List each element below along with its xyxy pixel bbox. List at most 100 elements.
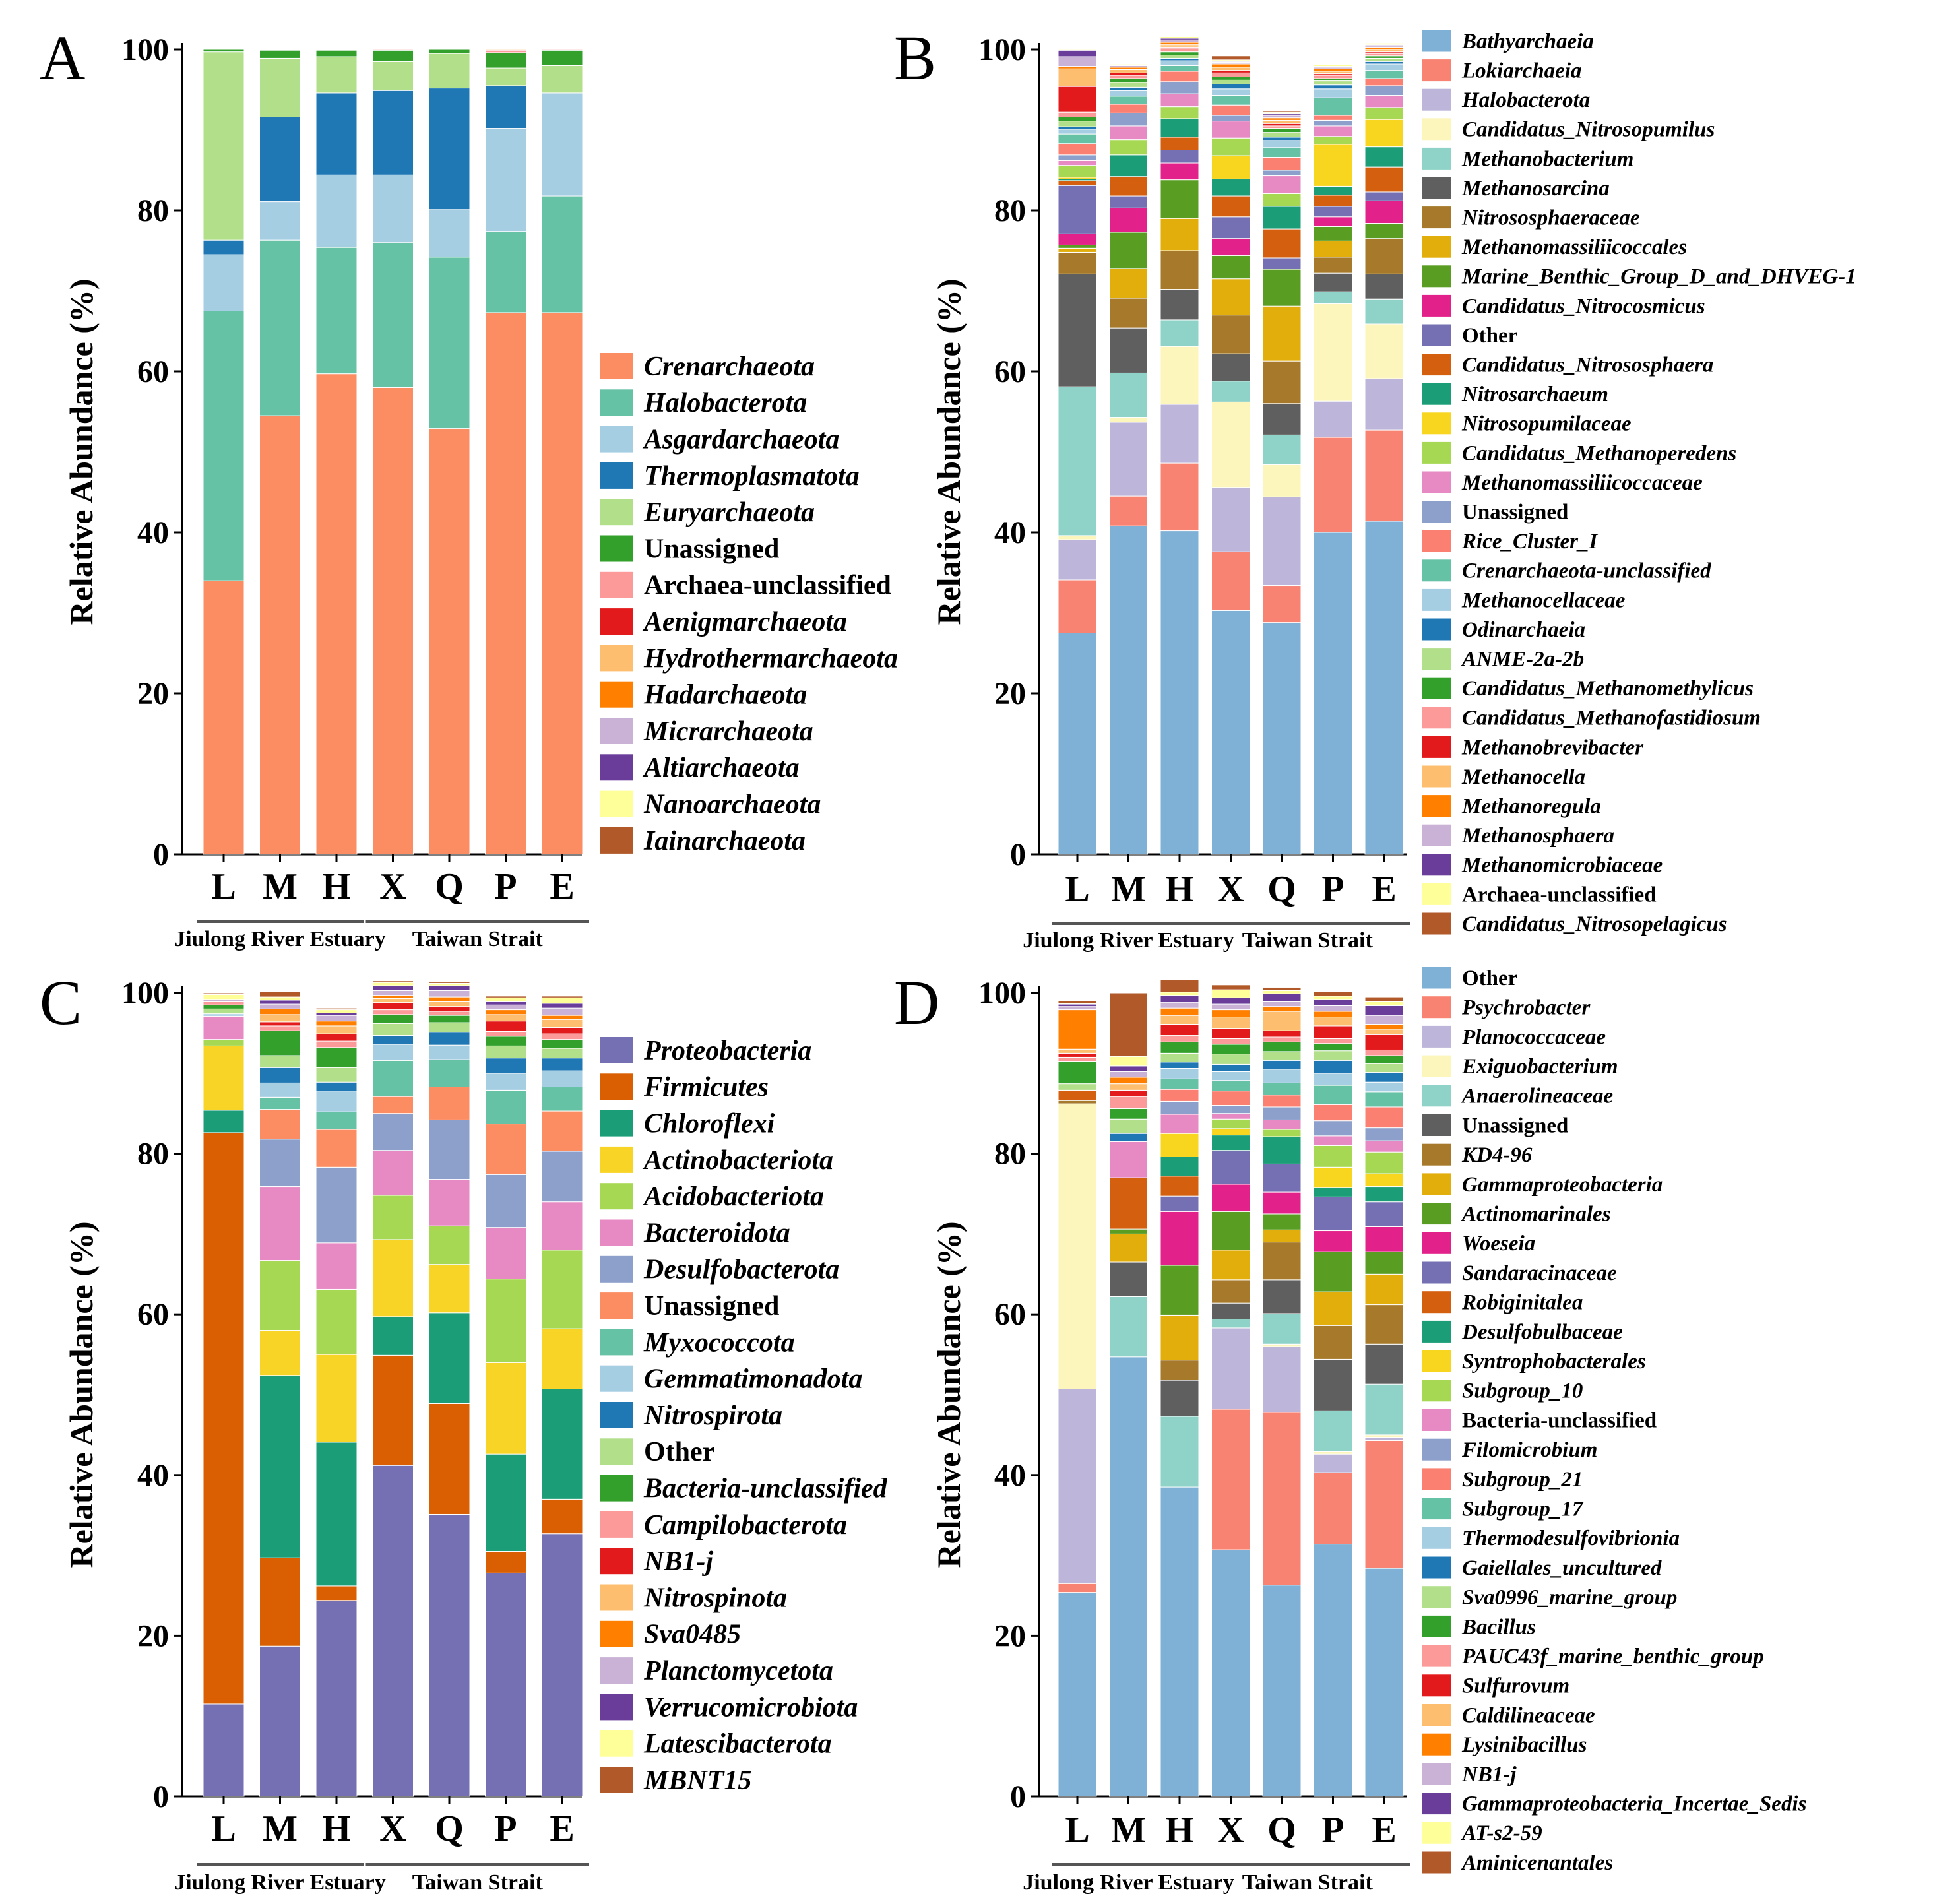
legend-swatch <box>1422 707 1451 729</box>
bar-segment <box>1262 403 1302 435</box>
bar-segment <box>1211 610 1250 855</box>
legend-swatch <box>600 645 633 672</box>
bar-segment <box>1262 1136 1302 1164</box>
bar-segment <box>1160 150 1199 164</box>
legend-swatch <box>1422 501 1451 523</box>
bar-segment <box>1211 381 1250 402</box>
bar-segment <box>259 996 301 1001</box>
bar-segment <box>1109 139 1148 156</box>
bar-segment <box>203 994 245 1000</box>
legend-swatch <box>1422 383 1451 405</box>
bar-segment <box>1160 1089 1199 1102</box>
bar-segment <box>1109 1089 1148 1097</box>
y-tick-label: 0 <box>153 837 169 872</box>
bar-segment <box>1364 1055 1404 1064</box>
y-tick-label: 60 <box>994 354 1026 389</box>
bar-stack-E <box>541 996 583 1797</box>
legend-swatch <box>1422 1114 1451 1136</box>
bar-segment <box>259 1375 301 1558</box>
bar-segment <box>1314 291 1352 305</box>
bar-segment <box>1364 49 1404 53</box>
bar-segment <box>428 1044 470 1060</box>
legend-label: ANME-2a-2b <box>1461 647 1584 671</box>
bar-segment <box>485 1073 526 1091</box>
bar-segment <box>1058 579 1097 633</box>
bar-segment <box>1109 1108 1148 1120</box>
legend-label: Bacteria-unclassified <box>643 1473 888 1504</box>
legend-swatch <box>600 1073 633 1100</box>
legend-label: Latescibacterota <box>643 1729 832 1760</box>
bar-segment <box>1364 1151 1404 1174</box>
bar-stack-H <box>1160 36 1199 855</box>
bar-segment <box>1058 633 1097 855</box>
bar-segment <box>428 990 470 998</box>
legend-label: Altiarchaeota <box>642 753 800 783</box>
legend-label: Archaea-unclassified <box>644 571 891 601</box>
bar-segment <box>1262 993 1302 1002</box>
bar-segment <box>203 1004 245 1009</box>
panel-B: B Relative Abundance (%) 0 20 40 60 80 100 L M H X Q… <box>894 22 1856 953</box>
bar-segment <box>259 1109 301 1140</box>
bar-segment <box>1262 1119 1302 1130</box>
bar-segment <box>315 1129 358 1168</box>
bar-segment <box>1058 165 1097 178</box>
bar-segment <box>1364 55 1404 59</box>
bar-segment <box>1109 1083 1148 1091</box>
group-label: Taiwan Strait <box>412 927 544 951</box>
y-tick-label: 40 <box>994 515 1026 550</box>
category-label: Q <box>435 866 464 907</box>
bar-segment <box>315 1442 358 1587</box>
y-tick-label: 40 <box>137 1458 169 1493</box>
bar-segment <box>1314 185 1352 196</box>
bar-segment <box>372 387 414 855</box>
bar-segment <box>259 1055 301 1068</box>
bar-segment <box>1364 298 1404 325</box>
group-label: Taiwan Strait <box>1242 928 1374 953</box>
bar-segment <box>1058 111 1097 117</box>
legend-label: Proteobacteria <box>643 1036 811 1066</box>
bar-segment <box>1314 195 1352 207</box>
legend-swatch <box>1422 1025 1451 1048</box>
bar-segment <box>1058 1388 1097 1584</box>
y-tick-label: 0 <box>1010 1779 1026 1814</box>
bar-segment <box>1262 464 1302 497</box>
legend-swatch <box>1422 294 1451 317</box>
bar-segment <box>1314 136 1352 145</box>
legend-swatch <box>600 462 633 489</box>
bar-segment <box>315 174 358 248</box>
bar-segment <box>1109 1071 1148 1078</box>
bar-segment <box>203 1045 245 1111</box>
bar-segment <box>1364 1029 1404 1035</box>
bar-segment <box>1058 133 1097 144</box>
bar-segment <box>1314 1073 1352 1086</box>
legend-swatch <box>1422 354 1451 376</box>
bar-segment <box>1364 1024 1404 1030</box>
bar-segment <box>1058 180 1097 186</box>
bar-segment <box>1364 146 1404 168</box>
bar-segment <box>1109 63 1148 65</box>
legend-swatch <box>1422 1763 1451 1785</box>
bar-segment <box>1364 1015 1404 1025</box>
bar-segment <box>1058 154 1097 161</box>
bar-segment <box>485 1227 526 1280</box>
bar-segment <box>315 1033 358 1042</box>
bar-segment <box>1058 86 1097 113</box>
legend-swatch <box>1422 883 1451 905</box>
bar-segment <box>1109 1077 1148 1085</box>
bar-segment <box>1364 78 1404 86</box>
bar-segment <box>1211 989 1250 998</box>
bar-segment <box>1160 404 1199 464</box>
bar-segment <box>372 1096 414 1114</box>
bar-segment <box>203 1039 245 1046</box>
bar-segment <box>1262 137 1302 141</box>
bar-segment <box>1160 1002 1199 1009</box>
legend-label: Methanomassiliicoccales <box>1461 236 1687 259</box>
bar-segment <box>1262 1006 1302 1012</box>
legend-label: Methanocella <box>1461 765 1585 789</box>
legend-swatch <box>1422 1320 1451 1343</box>
bar-segment <box>315 1166 358 1244</box>
legend-swatch <box>1422 736 1451 758</box>
bar-segment <box>1314 1145 1352 1168</box>
bar-segment <box>1211 1113 1250 1120</box>
bar-segment <box>1262 175 1302 194</box>
